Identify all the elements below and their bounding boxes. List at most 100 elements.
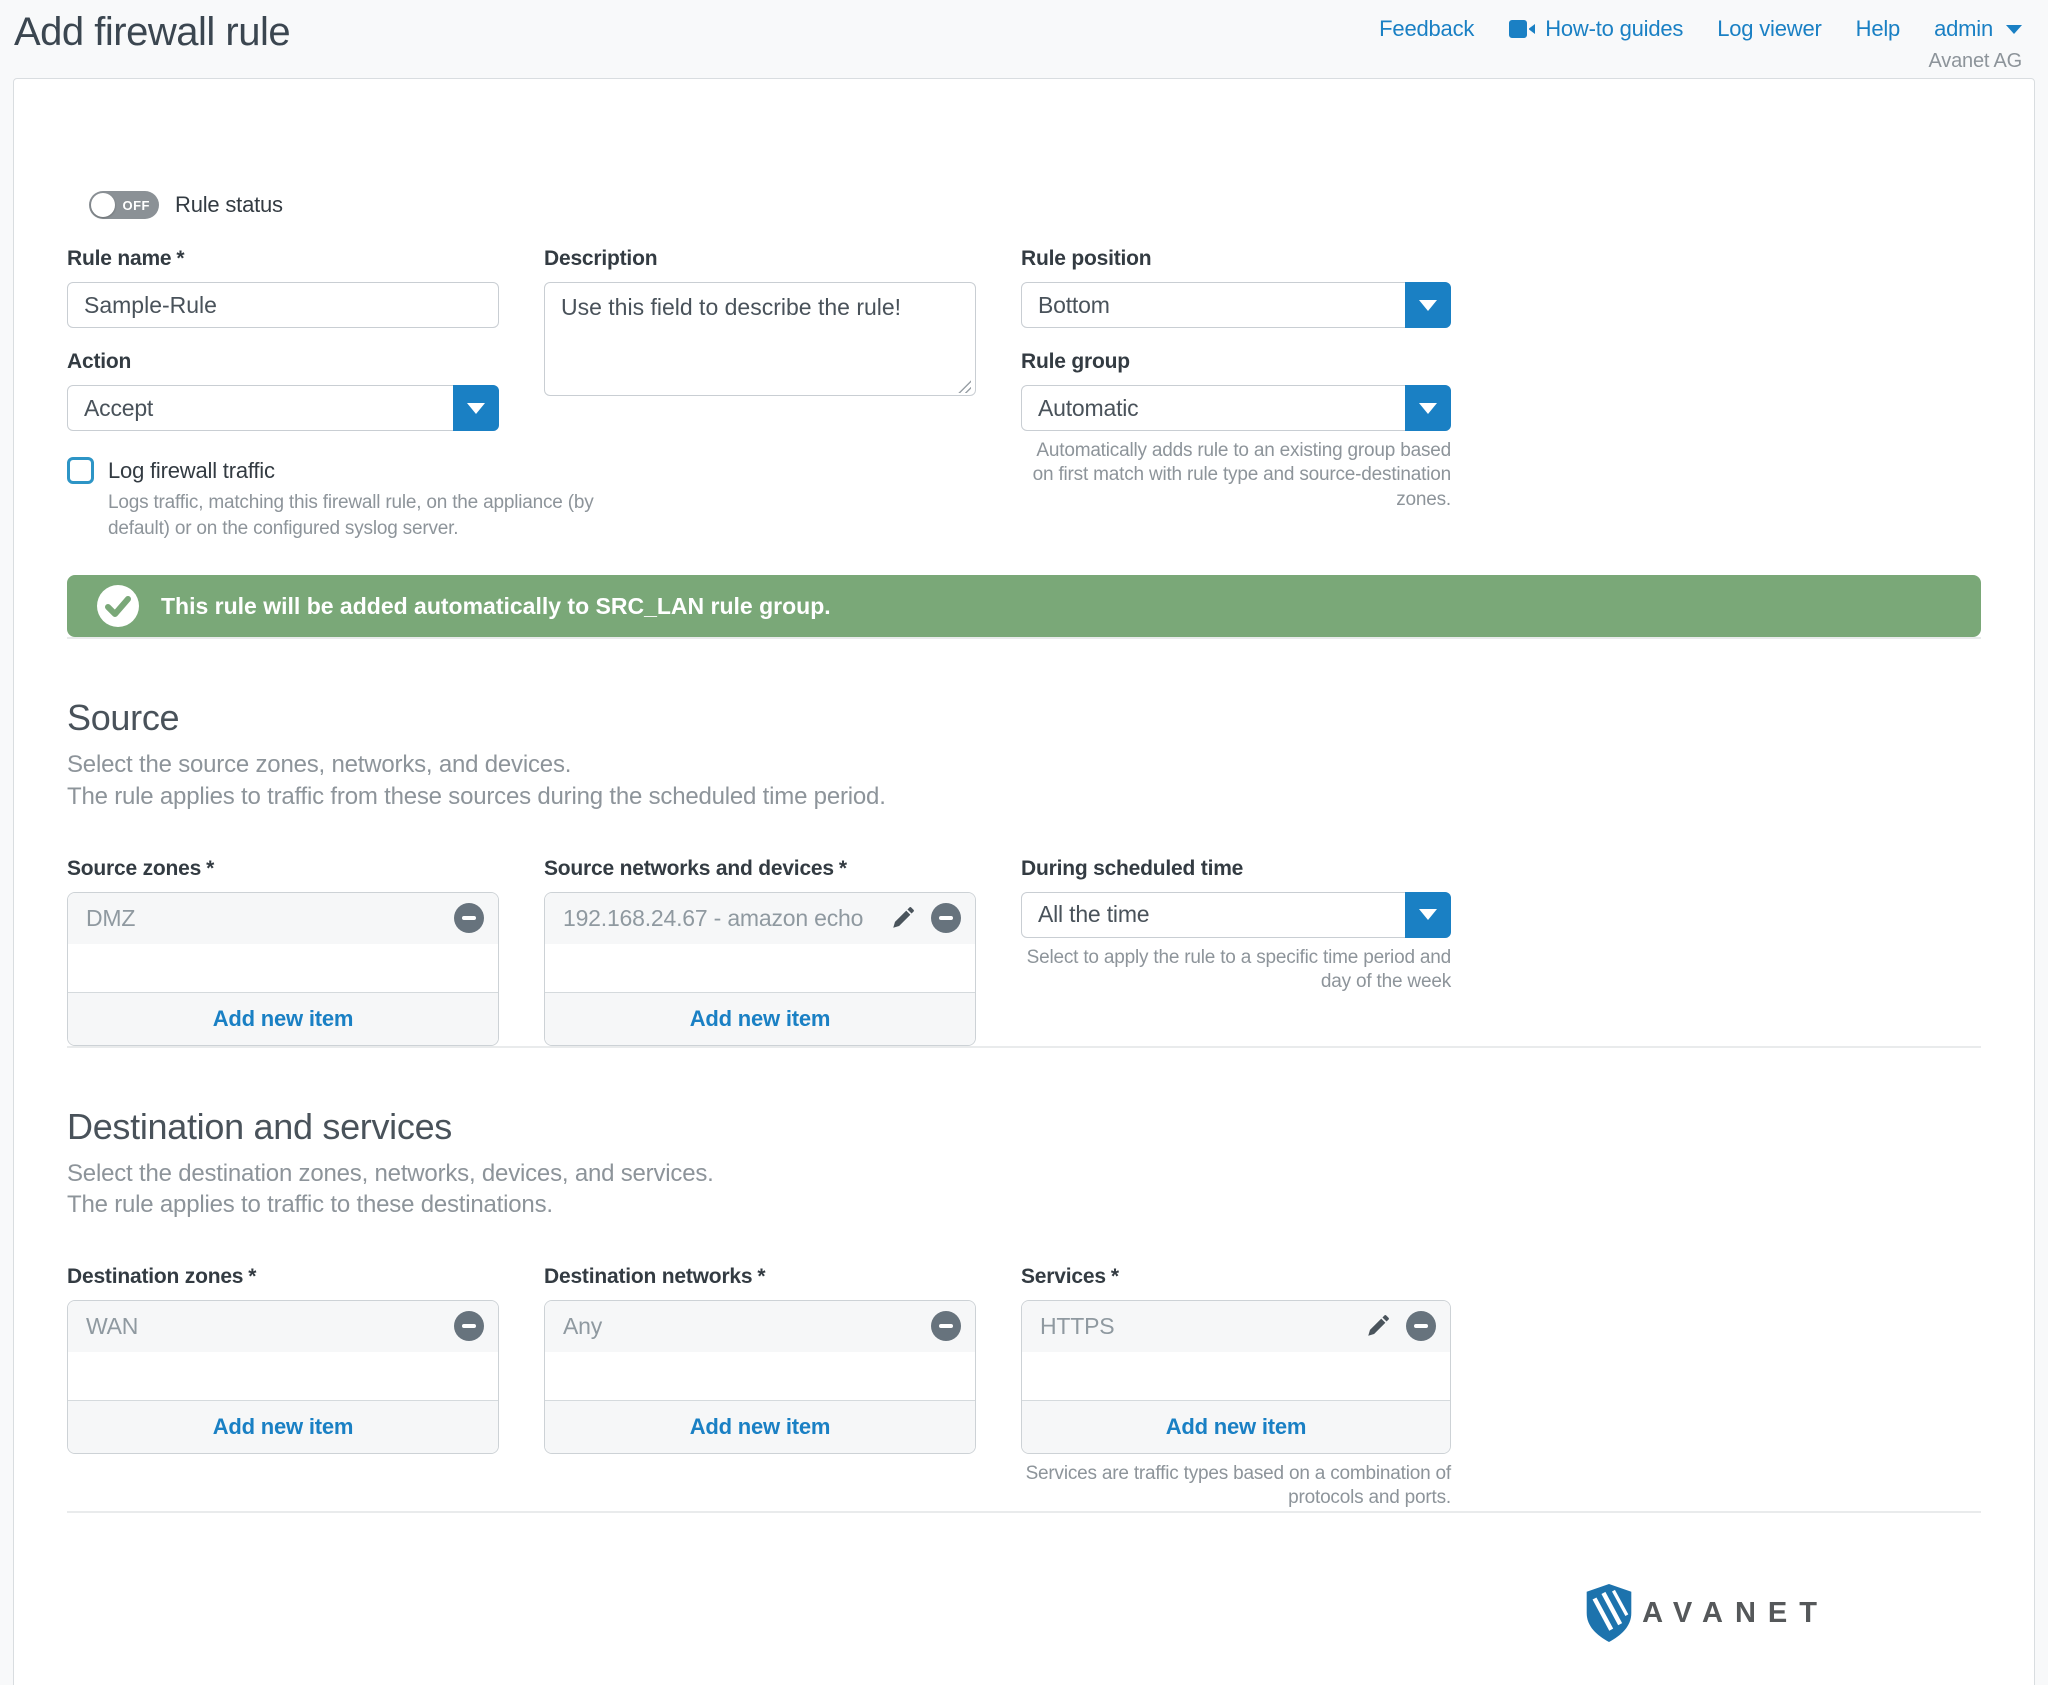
toggle-state-label: OFF — [122, 197, 150, 213]
schedule-select-button[interactable] — [1405, 891, 1451, 938]
rule-status-toggle[interactable]: OFF — [89, 191, 159, 219]
schedule-label: During scheduled time — [1021, 856, 1244, 880]
rule-form-grid: Rule name* Action Accept Log firewall tr… — [67, 247, 1981, 541]
page-title: Add firewall rule — [14, 10, 291, 54]
destination-zones-add-button[interactable]: Add new item — [68, 1399, 498, 1453]
list-spacer — [545, 943, 975, 992]
destination-networks-add-button[interactable]: Add new item — [545, 1399, 975, 1453]
minus-circle-icon[interactable] — [931, 903, 961, 934]
list-item: WAN — [68, 1300, 498, 1352]
item-label: WAN — [86, 1312, 139, 1339]
source-networks-col: Source networks and devices * 192.168.24.… — [544, 857, 976, 1046]
services-listbox: HTTPS Add new item — [1021, 1299, 1451, 1454]
help-link[interactable]: Help — [1856, 16, 1901, 42]
form-col-1: Rule name* Action Accept Log firewall tr… — [67, 247, 594, 541]
schedule-help: Select to apply the rule to a specific t… — [1026, 946, 1452, 992]
destination-desc-1: Select the destination zones, networks, … — [67, 1159, 714, 1187]
list-item: Any — [545, 1300, 975, 1352]
rule-position-select[interactable]: Bottom — [1021, 282, 1451, 328]
rule-position-label: Rule position — [1021, 247, 1152, 270]
log-viewer-label: Log viewer — [1717, 16, 1822, 41]
caret-down-icon — [1419, 909, 1437, 921]
source-desc-1: Select the source zones, networks, and d… — [67, 751, 572, 779]
banner-text: This rule will be added automatically to… — [161, 592, 831, 619]
rule-group-select-button[interactable] — [1405, 385, 1451, 431]
howto-guides-link[interactable]: How-to guides — [1508, 16, 1683, 42]
rule-name-input[interactable] — [67, 282, 499, 328]
section-divider — [67, 1045, 1981, 1048]
services-add-button[interactable]: Add new item — [1022, 1399, 1450, 1453]
log-viewer-link[interactable]: Log viewer — [1717, 16, 1822, 42]
list-item: HTTPS — [1022, 1300, 1450, 1352]
form-col-3: Rule position Bottom Rule group Automati… — [1021, 247, 1451, 512]
item-label: HTTPS — [1040, 1312, 1115, 1339]
source-zones-label: Source zones * — [67, 857, 499, 881]
rule-name-label-text: Rule name — [67, 247, 172, 270]
source-grid: Source zones * DMZ Add new item Source ne… — [67, 857, 1981, 1046]
form-col-2: Description Use this field to describe t… — [544, 247, 976, 401]
source-zones-add-button[interactable]: Add new item — [68, 991, 498, 1045]
log-traffic-label: Log firewall traffic — [108, 458, 275, 483]
services-label-text: Services — [1021, 1264, 1106, 1288]
rule-status-row: OFF Rule status — [89, 191, 1981, 219]
services-col: Services * HTTPS Add new item Services ar… — [1021, 1265, 1451, 1511]
section-divider — [67, 637, 1981, 640]
source-networks-label: Source networks and devices * — [544, 857, 976, 881]
list-spacer — [68, 943, 498, 992]
caret-down-icon — [1419, 299, 1437, 311]
item-label: DMZ — [86, 904, 136, 931]
edit-pencil-icon[interactable] — [1365, 1313, 1391, 1339]
rule-group-value: Automatic — [1038, 394, 1139, 421]
caret-down-icon — [2006, 24, 2022, 34]
minus-circle-icon[interactable] — [454, 1311, 484, 1342]
howto-guides-label: How-to guides — [1545, 16, 1684, 41]
toggle-knob-icon — [91, 193, 115, 217]
destination-networks-col: Destination networks * Any Add new item — [544, 1265, 976, 1454]
source-section: Source Select the source zones, networks… — [67, 697, 1981, 1046]
required-asterisk: * — [206, 856, 215, 880]
edit-pencil-icon[interactable] — [890, 905, 916, 931]
log-traffic-checkbox[interactable] — [67, 457, 94, 484]
minus-circle-icon[interactable] — [1406, 1311, 1436, 1342]
list-spacer — [68, 1351, 498, 1400]
rule-group-help: Automatically adds rule to an existing g… — [1032, 440, 1452, 510]
minus-circle-icon[interactable] — [454, 903, 484, 934]
destination-desc-2: The rule applies to traffic to these des… — [67, 1191, 553, 1219]
destination-networks-listbox: Any Add new item — [544, 1299, 976, 1454]
list-item: DMZ — [68, 892, 498, 944]
source-networks-label-text: Source networks and devices — [544, 856, 834, 880]
description-wrap: Use this field to describe the rule! — [544, 282, 976, 401]
action-select-button[interactable] — [453, 385, 499, 431]
add-new-item-label: Add new item — [212, 1413, 354, 1439]
add-new-item-label: Add new item — [1165, 1413, 1307, 1439]
source-zones-label-text: Source zones — [67, 856, 202, 880]
required-asterisk: * — [248, 1264, 257, 1288]
top-nav: Feedback How-to guides Log viewer Help a… — [1379, 16, 2022, 42]
feedback-link[interactable]: Feedback — [1379, 16, 1474, 42]
rule-name-label: Rule name * — [67, 247, 499, 271]
minus-circle-icon[interactable] — [931, 1311, 961, 1342]
description-label: Description — [544, 247, 658, 270]
list-item: 192.168.24.67 - amazon echo — [545, 892, 975, 944]
rule-group-select[interactable]: Automatic — [1021, 385, 1451, 431]
admin-menu[interactable]: admin — [1934, 16, 2022, 42]
rule-position-select-button[interactable] — [1405, 282, 1451, 328]
description-textarea[interactable]: Use this field to describe the rule! — [544, 282, 976, 396]
add-new-item-label: Add new item — [689, 1005, 831, 1031]
schedule-select[interactable]: All the time — [1021, 891, 1451, 938]
destination-networks-label: Destination networks * — [544, 1265, 976, 1289]
services-label: Services * — [1021, 1265, 1451, 1289]
source-heading: Source — [67, 697, 180, 739]
destination-section: Destination and services Select the dest… — [67, 1106, 1981, 1511]
action-select[interactable]: Accept — [67, 385, 499, 431]
destination-zones-col: Destination zones * WAN Add new item — [67, 1265, 499, 1454]
services-help: Services are traffic types based on a co… — [1025, 1462, 1452, 1509]
page-header: Add firewall rule Feedback How-to guides… — [0, 0, 2048, 78]
source-zones-listbox: DMZ Add new item — [67, 891, 499, 1046]
source-networks-listbox: 192.168.24.67 - amazon echo Add new item — [544, 891, 976, 1046]
destination-zones-label-text: Destination zones — [67, 1264, 244, 1288]
log-traffic-help: Logs traffic, matching this firewall rul… — [108, 492, 594, 539]
schedule-value: All the time — [1038, 901, 1150, 928]
destination-heading: Destination and services — [67, 1105, 453, 1147]
source-networks-add-button[interactable]: Add new item — [545, 991, 975, 1045]
